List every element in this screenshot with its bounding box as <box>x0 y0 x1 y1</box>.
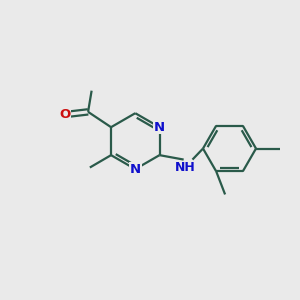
Text: O: O <box>59 108 70 121</box>
Text: NH: NH <box>175 161 196 174</box>
Text: N: N <box>154 121 165 134</box>
Text: N: N <box>130 163 141 176</box>
